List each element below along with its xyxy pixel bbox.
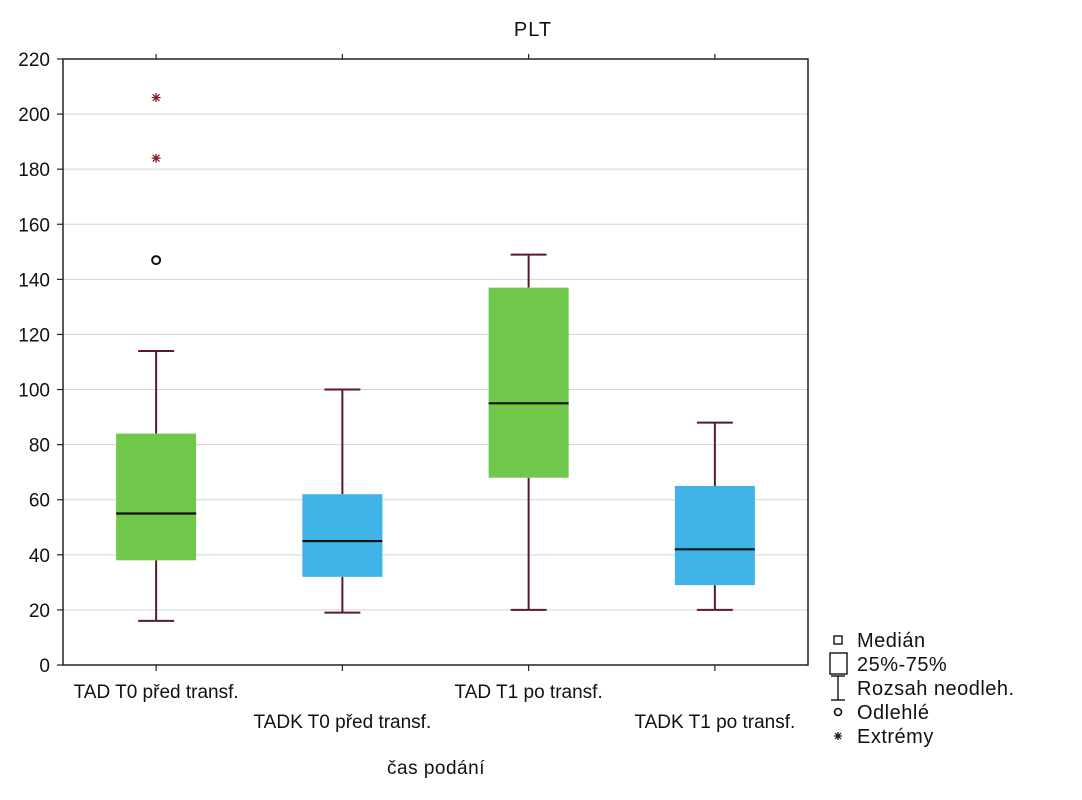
legend-item-range: Rozsah neodleh. — [831, 675, 1015, 701]
y-tick-label: 0 — [39, 656, 50, 677]
legend-item-median: Medián — [833, 630, 926, 652]
x-category-label: TAD T1 po transf. — [455, 682, 603, 703]
box-group — [674, 421, 755, 611]
y-tick-label: 60 — [29, 491, 50, 512]
y-tick-label: 120 — [18, 325, 50, 346]
legend-label: Extrémy — [857, 726, 934, 748]
y-tick-label: 40 — [29, 546, 50, 567]
legend-item-outlier: Odlehlé — [833, 702, 929, 724]
legend-item-extreme: Extrémy — [834, 726, 934, 748]
legend-label: Medián — [857, 630, 926, 652]
y-tick-label: 140 — [18, 270, 50, 291]
extreme-icon — [834, 732, 842, 740]
y-axis-ticks: 0 20 40 60 80 100 120 140 160 180 200 220 — [18, 50, 63, 677]
iqr-box — [116, 433, 197, 561]
extreme-point — [151, 153, 161, 163]
y-tick-label: 220 — [18, 50, 50, 71]
y-tick-label: 160 — [18, 215, 50, 236]
box-group — [302, 388, 383, 614]
chart-title: PLT — [514, 19, 552, 41]
x-category-label: TADK T0 před transf. — [253, 712, 431, 733]
legend-label: Odlehlé — [857, 702, 929, 724]
range-icon — [831, 675, 845, 701]
outlier-point — [151, 255, 162, 266]
y-tick-label: 100 — [18, 381, 50, 402]
iqr-box — [488, 287, 569, 478]
x-axis-ticks: TAD T0 před transf. TADK T0 před transf. T… — [74, 54, 795, 733]
x-category-label: TAD T0 před transf. — [74, 682, 239, 703]
boxes — [116, 93, 755, 622]
legend-label: Rozsah neodleh. — [857, 678, 1015, 700]
plot-frame — [62, 58, 809, 666]
x-category-label: TADK T1 po transf. — [634, 712, 795, 733]
y-tick-label: 200 — [18, 105, 50, 126]
y-tick-label: 20 — [29, 601, 50, 622]
iqr-box — [674, 485, 755, 586]
x-axis-label: čas podání — [387, 758, 485, 779]
median-icon — [833, 635, 843, 645]
y-tick-label: 180 — [18, 160, 50, 181]
legend-item-box: 25%-75% — [829, 652, 947, 676]
box-icon — [829, 652, 848, 675]
box-group — [116, 93, 197, 622]
box-group — [488, 253, 569, 611]
extreme-point — [151, 93, 161, 103]
iqr-box — [302, 494, 383, 577]
outlier-icon — [833, 707, 843, 717]
y-tick-label: 80 — [29, 436, 50, 457]
legend-label: 25%-75% — [857, 654, 947, 676]
